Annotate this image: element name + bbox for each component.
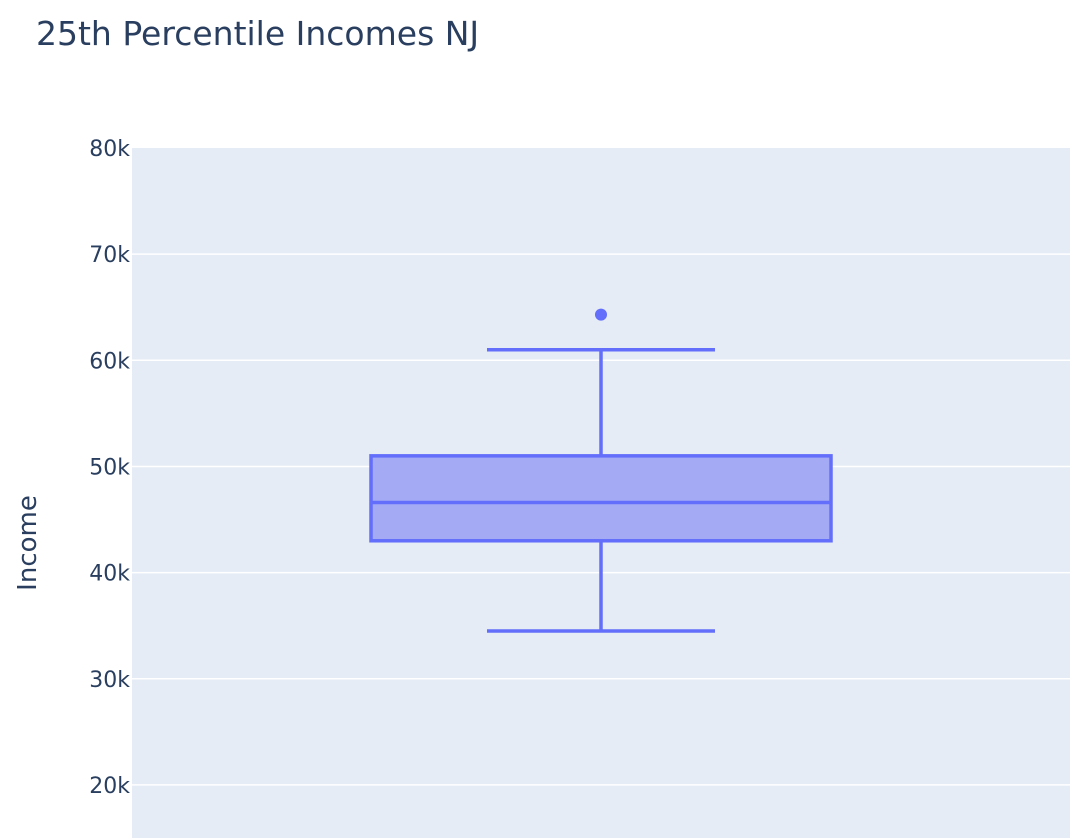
y-tick-label: 60k (89, 349, 130, 374)
y-axis-title: Income (13, 495, 43, 591)
y-tick-label: 50k (89, 455, 130, 480)
y-axis-tick-labels: 20k 30k 40k 50k 60k 70k 80k (89, 137, 130, 799)
y-tick-label: 80k (89, 137, 130, 162)
y-tick-label: 70k (89, 243, 130, 268)
y-tick-label: 30k (89, 668, 130, 693)
y-tick-label: 20k (89, 774, 130, 799)
y-tick-label: 40k (89, 562, 130, 587)
chart-title: 25th Percentile Incomes NJ (36, 14, 480, 53)
outlier-point[interactable] (595, 308, 607, 321)
interquartile-box[interactable] (369, 454, 833, 543)
box-trace[interactable] (369, 308, 833, 633)
